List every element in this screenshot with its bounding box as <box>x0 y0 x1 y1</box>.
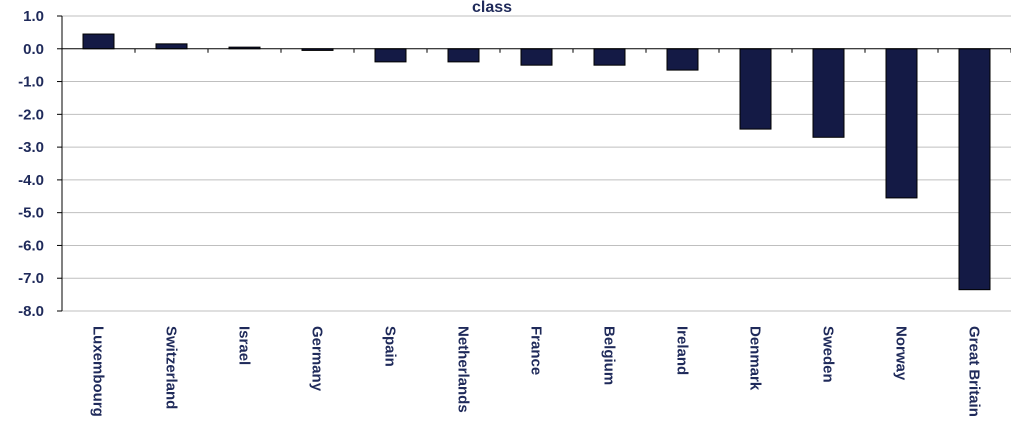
x-category-label: Switzerland <box>163 326 180 409</box>
bars <box>82 33 991 291</box>
bar-norway <box>885 48 918 199</box>
y-tick-label: 1.0 <box>23 8 44 25</box>
x-category-label: Sweden <box>820 326 837 383</box>
bar-sweden <box>812 48 845 138</box>
bar-spain <box>374 48 407 63</box>
x-category-label: France <box>528 326 545 375</box>
x-category-label: Belgium <box>601 326 618 385</box>
y-tick-label: 0.0 <box>23 41 44 58</box>
bar-luxembourg <box>82 33 115 50</box>
x-category-label: Spain <box>382 326 399 367</box>
y-tick-label: -3.0 <box>18 139 44 156</box>
bar-france <box>520 48 553 66</box>
x-category-label: Denmark <box>747 326 764 391</box>
chart-title: class <box>472 0 512 16</box>
bar-ireland <box>666 48 699 71</box>
x-category-label: Netherlands <box>455 326 472 413</box>
bar-great-britain <box>958 48 991 291</box>
x-category-label: Israel <box>236 326 253 365</box>
x-category-label: Luxembourg <box>90 326 107 417</box>
x-category-label: Ireland <box>674 326 691 375</box>
y-tick-label: -8.0 <box>18 303 44 320</box>
bar-belgium <box>593 48 626 66</box>
y-tick-label: -2.0 <box>18 106 44 123</box>
axes <box>57 15 1011 312</box>
y-tick-label: -4.0 <box>18 172 44 189</box>
bar-denmark <box>739 48 772 130</box>
y-tick-label: -6.0 <box>18 237 44 254</box>
y-tick-label: -7.0 <box>18 270 44 287</box>
y-tick-label: -5.0 <box>18 205 44 222</box>
bar-netherlands <box>447 48 480 63</box>
x-category-label: Germany <box>309 326 326 392</box>
bar-switzerland <box>155 43 188 50</box>
x-category-label: Great Britain <box>966 326 983 417</box>
grid-lines <box>62 15 1011 312</box>
x-category-label: Norway <box>893 326 910 381</box>
x-category-labels: Luxembourg Switzerland Israel Germany Spain N… <box>90 326 983 417</box>
y-tick-label: -1.0 <box>18 74 44 91</box>
y-tick-labels: 1.0 0.0 -1.0 -2.0 -3.0 -4.0 -5.0 -6.0 -7.0 -8.0 <box>18 8 44 320</box>
